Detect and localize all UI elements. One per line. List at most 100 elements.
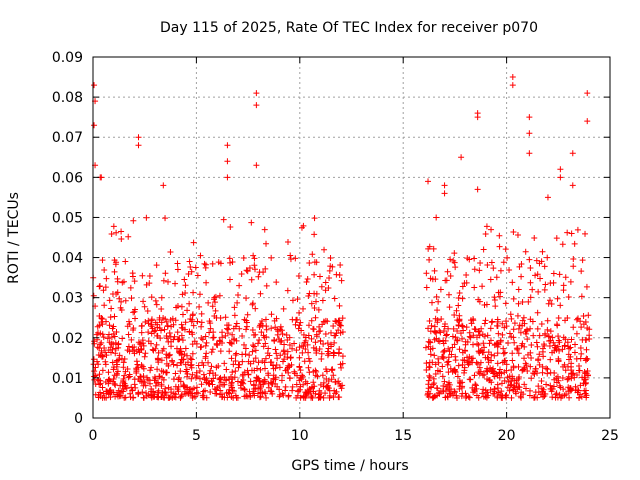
data-point	[541, 286, 548, 293]
data-point	[483, 301, 490, 308]
data-point	[152, 297, 159, 304]
data-point	[117, 382, 124, 389]
data-point	[120, 388, 127, 395]
data-point	[252, 266, 259, 273]
data-point	[482, 354, 489, 361]
data-point	[568, 360, 575, 367]
data-point	[543, 381, 550, 388]
data-point	[426, 363, 433, 370]
data-point	[564, 314, 571, 321]
data-point	[527, 264, 534, 271]
data-point	[430, 394, 437, 401]
data-point	[320, 341, 327, 348]
data-point	[277, 338, 284, 345]
data-point	[339, 315, 346, 322]
data-point	[289, 297, 296, 304]
data-point	[263, 326, 270, 333]
data-point	[440, 337, 447, 344]
data-point	[568, 367, 575, 374]
data-point	[426, 372, 433, 379]
data-point	[458, 154, 465, 161]
data-point	[542, 330, 549, 337]
data-point	[333, 330, 340, 337]
data-point	[248, 219, 255, 226]
data-point	[428, 322, 435, 329]
data-point	[180, 382, 187, 389]
data-point	[546, 337, 553, 344]
data-point	[532, 389, 539, 396]
data-point	[102, 361, 109, 368]
data-point	[105, 369, 112, 376]
data-point	[213, 386, 220, 393]
data-point	[311, 259, 318, 266]
data-point	[118, 228, 125, 235]
data-point	[559, 346, 566, 353]
data-point	[110, 330, 117, 337]
data-point	[104, 335, 111, 342]
data-point	[514, 312, 521, 319]
data-point	[494, 316, 501, 323]
data-point	[229, 331, 236, 338]
data-point	[167, 248, 174, 255]
data-point	[432, 361, 439, 368]
data-point	[140, 340, 147, 347]
x-tick-label: 5	[192, 428, 201, 444]
data-point	[152, 375, 159, 382]
data-point	[441, 190, 448, 197]
data-point	[429, 299, 436, 306]
data-point	[298, 224, 305, 231]
data-point	[99, 367, 106, 374]
data-point	[527, 387, 534, 394]
data-point	[534, 309, 541, 316]
data-point	[427, 351, 434, 358]
data-point	[313, 298, 320, 305]
data-point	[274, 383, 281, 390]
data-point	[256, 394, 263, 401]
data-point	[319, 372, 326, 379]
data-point	[284, 366, 291, 373]
data-point	[262, 340, 269, 347]
data-point	[424, 391, 431, 398]
data-point	[231, 304, 238, 311]
data-point	[196, 367, 203, 374]
data-point	[335, 378, 342, 385]
data-point	[454, 337, 461, 344]
x-tick-label: 20	[498, 428, 516, 444]
data-point	[182, 282, 189, 289]
data-point	[484, 365, 491, 372]
data-point	[487, 276, 494, 283]
data-point	[139, 272, 146, 279]
data-point	[226, 255, 233, 262]
data-point	[129, 273, 136, 280]
data-point	[571, 374, 578, 381]
data-point	[212, 293, 219, 300]
data-point	[570, 370, 577, 377]
data-point	[303, 278, 310, 285]
data-point	[172, 370, 179, 377]
data-point	[525, 298, 532, 305]
data-point	[143, 214, 150, 221]
data-point	[120, 364, 127, 371]
data-point	[441, 348, 448, 355]
data-point	[423, 360, 430, 367]
data-point	[309, 251, 316, 258]
data-point	[260, 269, 267, 276]
y-tick-label: 0.09	[52, 50, 83, 66]
data-point	[205, 380, 212, 387]
data-point	[233, 394, 240, 401]
data-point	[463, 271, 470, 278]
data-point	[206, 381, 213, 388]
data-point	[550, 279, 557, 286]
y-tick-label: 0.02	[52, 331, 83, 347]
data-point	[140, 382, 147, 389]
data-point	[163, 369, 170, 376]
data-point	[568, 230, 575, 237]
data-point	[240, 255, 247, 262]
data-point	[194, 272, 201, 279]
data-point	[431, 393, 438, 400]
y-axis-label: ROTI / TECUs	[6, 192, 22, 284]
data-point	[97, 389, 104, 396]
data-point	[98, 339, 105, 346]
data-point	[147, 367, 154, 374]
data-point	[250, 358, 257, 365]
